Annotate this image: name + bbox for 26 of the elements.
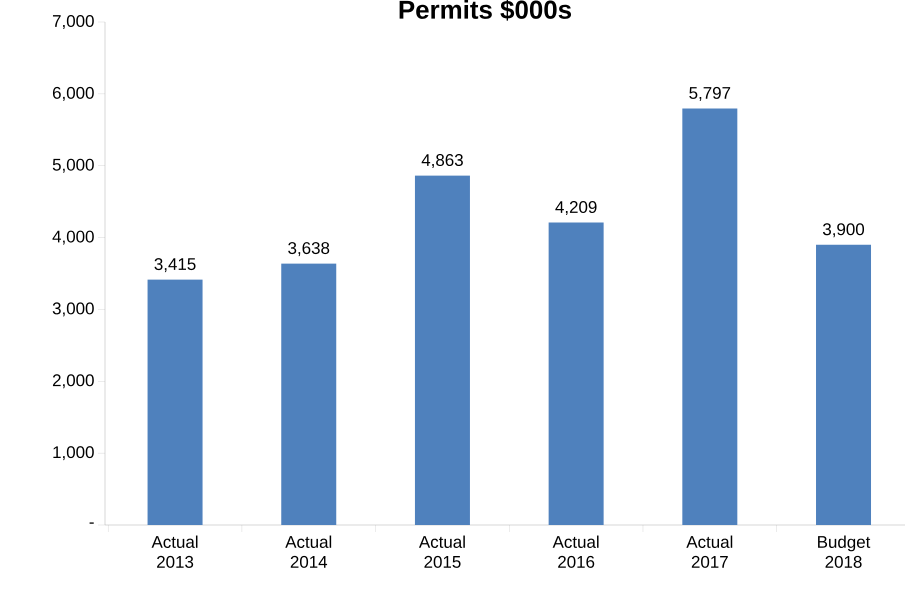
bar (148, 280, 203, 525)
bar (682, 108, 738, 525)
y-tick-label: - (90, 522, 94, 524)
y-tick-label: 2,000 (52, 374, 94, 388)
x-tick-label: Actual 2015 (418, 536, 465, 568)
data-label: 4,209 (555, 201, 597, 216)
x-tick-label: Actual 2016 (552, 536, 599, 568)
y-tick-label: 1,000 (53, 446, 94, 460)
bar (414, 176, 470, 525)
y-tick-label: 3,000 (52, 302, 94, 316)
bar (281, 264, 336, 525)
y-tick-label: 7,000 (52, 15, 94, 30)
x-tick-label: Budget 2018 (818, 536, 870, 568)
data-label: 3,900 (822, 223, 864, 238)
x-tick-label: Actual 2013 (152, 536, 198, 568)
x-tick-label: Actual 2017 (686, 536, 732, 568)
bar (548, 222, 604, 525)
data-label: 3,415 (154, 258, 196, 272)
data-label: 4,863 (422, 154, 463, 168)
data-label: 3,638 (288, 242, 330, 256)
y-tick-label: 4,000 (52, 230, 94, 245)
y-tick-label: 5,000 (52, 158, 94, 173)
y-tick-label: 6,000 (52, 86, 94, 101)
data-label: 5,797 (689, 86, 730, 101)
x-tick-label: Actual 2014 (285, 536, 332, 568)
bar (816, 244, 872, 525)
